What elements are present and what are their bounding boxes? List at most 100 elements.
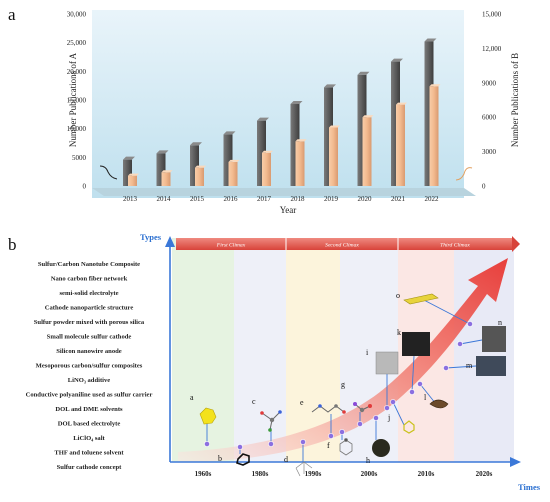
- bar-a-top: [190, 142, 202, 146]
- marker-dot: [443, 365, 449, 371]
- era-label: Second Climax: [325, 243, 359, 249]
- left-axis-connector: [99, 165, 118, 180]
- hollow-sphere-image: [372, 439, 390, 457]
- bar-b: [262, 152, 271, 186]
- y-axis-left-label: Number Publications of A: [68, 52, 78, 147]
- y-tick-right: 3000: [482, 148, 497, 156]
- fiber-network-image: [429, 399, 449, 409]
- marker-stem: [459, 339, 483, 345]
- bar-a: [391, 61, 400, 186]
- marker-dot: [417, 381, 423, 387]
- x-tick-label: 2022: [425, 195, 440, 203]
- marker-dot: [384, 405, 390, 411]
- marker-label: d: [284, 455, 288, 464]
- era-band: [172, 238, 234, 462]
- marker-dot: [390, 399, 396, 405]
- marker-label: m: [466, 361, 473, 370]
- bar-a: [257, 120, 266, 186]
- marker-dot: [357, 421, 363, 427]
- type-label: DOL and DME solvents: [55, 406, 123, 413]
- marker-label: k: [397, 328, 401, 337]
- marker-dot: [237, 444, 243, 450]
- bar-a: [357, 74, 367, 186]
- bar-b-top: [429, 84, 441, 87]
- bar-b: [329, 127, 338, 186]
- bar-a-top: [156, 150, 169, 154]
- decade-label: 2000s: [361, 470, 378, 478]
- bar-b-top: [262, 150, 273, 153]
- y-tick-right: 0: [482, 183, 486, 191]
- marker-label: n: [498, 318, 502, 327]
- marker-label: h: [366, 456, 370, 465]
- x-tick-label: 2016: [224, 195, 239, 203]
- y-tick-right: 9000: [482, 79, 497, 87]
- y-tick-left: 0: [83, 183, 87, 191]
- y-tick-left: 5000: [72, 154, 87, 162]
- type-label: Sulfur powder mixed with porous silica: [34, 319, 145, 326]
- y-tick-left: 25,000: [67, 39, 87, 47]
- marker-label: o: [396, 291, 400, 300]
- bar-b: [228, 161, 238, 186]
- types-axis-title: Types: [140, 232, 162, 242]
- panel-a-label: a: [8, 5, 16, 24]
- bar-a-top: [123, 156, 135, 160]
- bar-b-top: [195, 165, 206, 168]
- type-label: Conductive polyaniline used as sulfur ca…: [26, 392, 153, 399]
- bar-a: [190, 145, 199, 186]
- y-tick-left: 15,000: [67, 97, 87, 105]
- molecule-d-image: [295, 461, 313, 477]
- bar-b: [128, 175, 137, 186]
- y-tick-right: 12,000: [482, 45, 502, 53]
- marker-label: a: [190, 393, 194, 402]
- type-label: Silicon nanowire anode: [56, 348, 122, 355]
- bar-a-top: [324, 84, 336, 88]
- bar-a-top: [223, 131, 236, 135]
- y-tick-left: 10,000: [67, 125, 87, 133]
- era-label: Third Climax: [440, 243, 470, 249]
- y-tick-left: 30,000: [67, 11, 87, 19]
- y-axis-arrowhead: [165, 236, 175, 247]
- times-axis-title: Times: [518, 482, 541, 492]
- y-axis-right-label: Number Publications of B: [510, 53, 520, 147]
- marker-stem: [419, 297, 471, 325]
- marker-dot: [328, 433, 334, 439]
- bar-a: [424, 41, 434, 186]
- y-tick-right: 15,000: [482, 11, 502, 19]
- sulfur-powder-image: [199, 407, 217, 425]
- molecule-c-image: [260, 410, 282, 432]
- type-label: Sulfur/Carbon Nanotube Composite: [38, 261, 140, 268]
- tick-labels-a: 2013 2014 2015 2016 2017 2018 2019 2020 2021 2022…: [67, 11, 502, 204]
- bar-b-top: [228, 159, 240, 162]
- molecule-e-image: [311, 404, 346, 414]
- era-band: [234, 238, 286, 462]
- types-list: Sulfur/Carbon Nanotube Composite Nano car…: [26, 261, 153, 471]
- decade-labels: 1960s 1980s 1990s 2000s 2010s 2020s: [195, 470, 493, 478]
- nanowire-image: [375, 351, 399, 375]
- marker-stem: [419, 383, 437, 405]
- material-images: [199, 293, 506, 477]
- type-label: LiNO₃ additive: [68, 377, 111, 384]
- bar-a: [223, 134, 233, 186]
- bar-b: [295, 141, 305, 186]
- plot-floor: [92, 188, 476, 196]
- type-label: Cathode nanoparticle structure: [45, 305, 134, 312]
- marker-dot: [300, 439, 306, 445]
- electrode-image: [476, 356, 506, 376]
- x-tick-label: 2020: [358, 195, 373, 203]
- x-tick-label: 2014: [157, 195, 172, 203]
- marker-dot: [204, 441, 210, 447]
- bar-b: [429, 86, 439, 186]
- bar-a: [123, 159, 132, 186]
- panel-b-label: b: [8, 235, 17, 254]
- x-tick-label: 2018: [291, 195, 306, 203]
- gel-electrolyte-image: [403, 293, 439, 305]
- marker-dot: [409, 389, 415, 395]
- type-label: Nano carbon fiber network: [51, 276, 128, 283]
- decade-label: 1960s: [195, 470, 212, 478]
- trend-arrow: [178, 258, 508, 462]
- marker-dot: [339, 429, 345, 435]
- era-label: First Climax: [216, 243, 246, 249]
- bar-a-top: [257, 117, 269, 121]
- decade-label: 2010s: [418, 470, 435, 478]
